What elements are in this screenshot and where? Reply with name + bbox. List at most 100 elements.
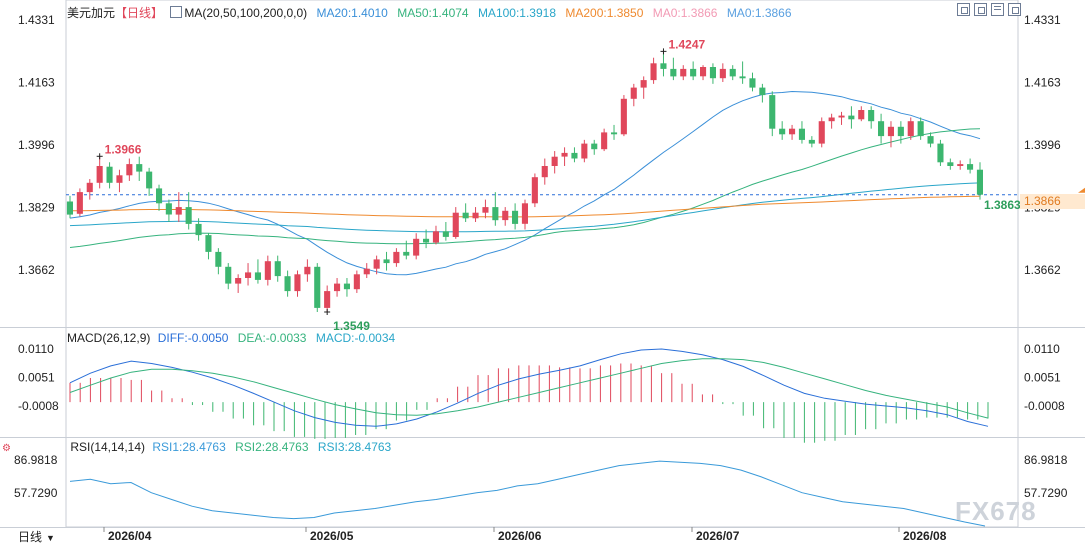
- candle-body: [937, 143, 944, 163]
- candle-body: [571, 152, 578, 159]
- high1-annotation: 1.3966: [105, 142, 142, 156]
- crosshair-icon[interactable]: [957, 3, 970, 16]
- candle-body: [245, 272, 252, 278]
- candle-body: [630, 87, 637, 99]
- candle-body: [175, 207, 182, 215]
- candle-body: [136, 164, 143, 172]
- candle-body: [165, 203, 172, 215]
- candle-body: [878, 121, 885, 137]
- candle-body: [848, 115, 855, 120]
- candle-body: [264, 261, 271, 280]
- period-button[interactable]: 日线 ▼: [0, 528, 66, 546]
- candle-body: [294, 274, 301, 292]
- candle-body: [195, 223, 202, 236]
- ma-settings-icon[interactable]: [170, 6, 183, 18]
- candle-body: [690, 68, 697, 77]
- symbol-label: 美元加元: [67, 6, 116, 20]
- macd-axis-left-label: -0.0008: [18, 399, 59, 413]
- date-axis-label: 2026/07: [696, 529, 740, 543]
- candle-body: [808, 139, 815, 144]
- rsi1-label: RSI1:28.4763: [152, 440, 226, 454]
- candle-body: [413, 238, 420, 256]
- candle-body: [976, 169, 983, 195]
- rsi-axis-right-label: 57.7290: [1024, 486, 1068, 500]
- ma0b-label: MA0:1.3866: [726, 6, 792, 20]
- ma0a-label: MA0:1.3866: [652, 6, 718, 20]
- ma20-label: MA20:1.4010: [316, 6, 388, 20]
- candle-body: [156, 188, 163, 204]
- settings-icon[interactable]: [1008, 3, 1021, 16]
- candle-body: [304, 266, 311, 275]
- macd-value-label: MACD:-0.0034: [315, 331, 396, 345]
- candle-body: [76, 192, 83, 214]
- candle-body: [343, 283, 350, 290]
- candle-body: [334, 283, 341, 292]
- candle-body: [759, 87, 766, 96]
- candle-body: [254, 272, 261, 280]
- dea-label: DEA:-0.0033: [237, 331, 307, 345]
- date-axis-label: 2026/08: [903, 529, 947, 543]
- candle-body: [581, 143, 588, 159]
- ma50-label: MA50:1.4074: [397, 6, 469, 20]
- candle-body: [185, 207, 192, 224]
- candle-body: [897, 126, 904, 137]
- candle-body: [403, 251, 410, 256]
- candle-body: [739, 76, 746, 79]
- candle-body: [383, 259, 390, 264]
- candle-body: [611, 132, 618, 135]
- candle-body: [353, 274, 360, 290]
- ma20-line: [69, 90, 981, 276]
- high2-annotation: 1.4247: [668, 37, 705, 51]
- candle-body: [314, 266, 321, 308]
- fullscreen-icon[interactable]: [974, 3, 987, 16]
- period-button-label: 日线: [18, 530, 43, 544]
- period-label: 【日线】: [115, 6, 164, 20]
- candle-body: [205, 235, 212, 252]
- candle-body: [789, 128, 796, 135]
- date-axis-label: 2026/04: [108, 529, 152, 543]
- macd-axis-left-label: 0.0051: [18, 371, 55, 385]
- price-marker-icon: [1078, 187, 1085, 193]
- watermark: FX678: [955, 496, 1037, 526]
- candle-body: [709, 67, 716, 79]
- price-axis-left-label: 1.4163: [18, 76, 55, 90]
- candle-body: [521, 203, 528, 224]
- ma100-line: [69, 182, 981, 233]
- candle-body: [798, 128, 805, 140]
- low1-annotation: 1.3549: [333, 319, 370, 333]
- macd-axis-right-label: 0.0110: [1024, 342, 1060, 356]
- candle-body: [126, 164, 133, 176]
- candle-body: [749, 78, 756, 88]
- indicator-icon[interactable]: [991, 3, 1004, 16]
- date-axis-label: 2026/05: [310, 529, 354, 543]
- candle-body: [640, 80, 647, 88]
- rsi-label: RSI(14,14,14): [70, 440, 146, 454]
- candle-body: [818, 121, 825, 144]
- candle-body: [363, 268, 370, 275]
- macd-axis-left-label: 0.0110: [18, 342, 54, 356]
- rsi-axis-right-label: 86.9818: [1024, 453, 1068, 467]
- candle-body: [650, 63, 657, 81]
- chart-toolbar: [957, 3, 1021, 16]
- candle-body: [106, 166, 113, 183]
- candle-body: [432, 231, 439, 243]
- candle-body: [719, 68, 726, 79]
- rsi-settings-icon[interactable]: ⚙: [2, 443, 11, 454]
- ma100-label: MA100:1.3918: [477, 6, 556, 20]
- rsi2-label: RSI2:28.4763: [235, 440, 309, 454]
- price-axis-left-label: 1.3829: [18, 200, 55, 214]
- macd-axis-right-label: -0.0008: [1024, 399, 1065, 413]
- candle-body: [274, 261, 281, 277]
- candle-body: [957, 164, 964, 166]
- candle-body: [591, 143, 598, 150]
- period-dropdown-icon[interactable]: ▼: [46, 533, 55, 543]
- price-axis-right-label: 1.3662: [1024, 263, 1061, 277]
- candle-body: [779, 128, 786, 135]
- candle-body: [620, 98, 627, 135]
- macd-header: MACD(26,12,9) DIFF:-0.0050 DEA:-0.0033 M…: [67, 331, 395, 345]
- rsi-header: ⚙ RSI(14,14,14) RSI1:28.4763 RSI2:28.476…: [2, 440, 391, 454]
- price-axis-left-label: 1.3996: [18, 138, 55, 152]
- candle-body: [215, 251, 222, 267]
- price-axis-right-label: 1.3996: [1024, 138, 1061, 152]
